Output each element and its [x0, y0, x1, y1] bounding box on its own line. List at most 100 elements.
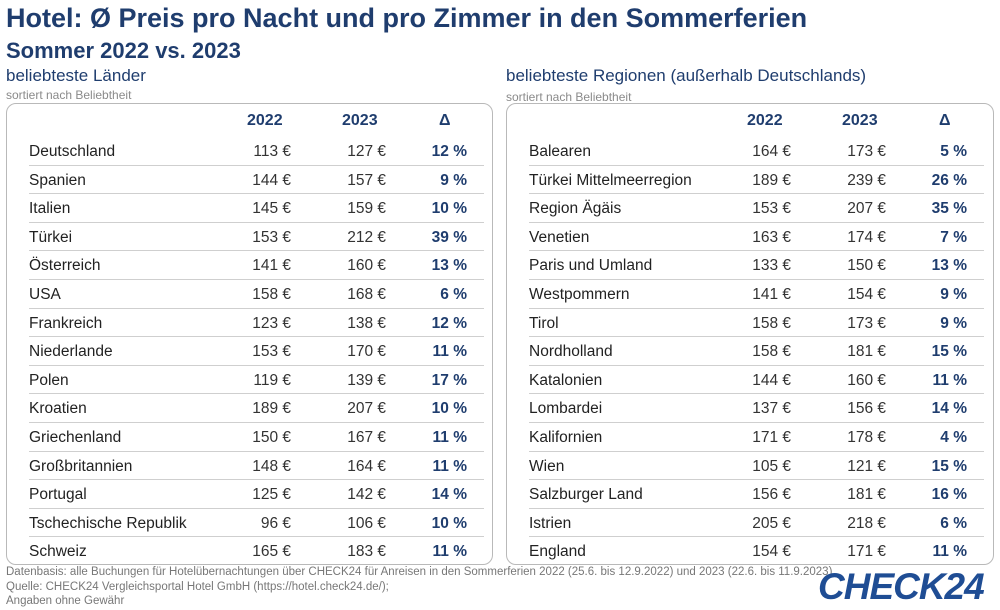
- value-delta: 17 %: [431, 371, 467, 389]
- value-2023: 121 €: [847, 457, 886, 475]
- left-section-subtitle: sortiert nach Beliebtheit: [6, 88, 132, 102]
- table-row: Italien 145 € 159 € 10 %: [29, 194, 484, 223]
- table-row: Deutschland 113 € 127 € 12 %: [29, 137, 484, 166]
- value-2022: 119 €: [253, 371, 291, 389]
- value-2022: 150 €: [252, 429, 291, 446]
- value-delta: 9 %: [940, 314, 967, 332]
- value-delta: 12 %: [431, 143, 467, 160]
- value-2023: 178 €: [847, 429, 886, 446]
- table-row: Portugal 125 € 142 € 14 %: [29, 480, 484, 509]
- value-2022: 158 €: [752, 343, 791, 361]
- row-name: Paris und Umland: [529, 257, 653, 275]
- value-2022: 156 €: [752, 486, 791, 504]
- value-delta: 5 %: [940, 143, 967, 160]
- table-row: Polen 119 € 139 € 17 %: [29, 366, 484, 395]
- row-name: Niederlande: [29, 343, 113, 361]
- value-delta: 7 %: [940, 228, 967, 246]
- value-delta: 9 %: [440, 171, 467, 189]
- row-name: Türkei: [29, 228, 73, 246]
- table-row: Niederlande 153 € 170 € 11 %: [29, 337, 484, 366]
- value-2023: 138 €: [347, 314, 386, 332]
- value-2023: 164 €: [347, 457, 386, 475]
- table-row: USA 158 € 168 € 6 %: [29, 280, 484, 309]
- value-delta: 10 %: [431, 200, 467, 218]
- value-2022: 189 €: [752, 171, 791, 189]
- col-header-2022: 2022: [247, 112, 283, 129]
- footer-data-basis: Datenbasis: alle Buchungen für Hotelüber…: [6, 566, 833, 578]
- row-name: Westpommern: [529, 286, 630, 303]
- table-row: Lombardei 137 € 156 € 14 %: [529, 394, 984, 423]
- value-2022: 141 €: [752, 286, 791, 303]
- value-delta: 4 %: [940, 429, 967, 446]
- value-2023: 181 €: [847, 343, 886, 361]
- row-name: Großbritannien: [29, 457, 133, 475]
- value-2023: 154 €: [847, 286, 886, 303]
- value-2023: 218 €: [847, 514, 886, 532]
- col-header-2023: 2023: [342, 112, 378, 129]
- table-row: Westpommern 141 € 154 € 9 %: [529, 280, 984, 309]
- value-2022: 123 €: [252, 314, 291, 332]
- col-header-delta: Δ: [439, 112, 451, 129]
- row-name: Nordholland: [529, 343, 613, 361]
- value-delta: 35 %: [931, 200, 967, 218]
- value-2023: 167 €: [347, 429, 386, 446]
- value-2023: 106 €: [347, 514, 386, 532]
- value-2022: 105 €: [752, 457, 791, 475]
- table-row: Wien 105 € 121 € 15 %: [529, 452, 984, 481]
- value-delta: 11 %: [432, 543, 467, 561]
- value-2023: 150 €: [847, 257, 886, 275]
- table-row: Kalifornien 171 € 178 € 4 %: [529, 423, 984, 452]
- row-name: Tschechische Republik: [29, 514, 187, 532]
- row-name: Balearen: [529, 143, 592, 160]
- row-name: Venetien: [529, 228, 590, 246]
- value-2023: 127 €: [347, 143, 386, 160]
- value-2023: 142 €: [347, 486, 386, 504]
- value-2022: 163 €: [752, 228, 791, 246]
- value-delta: 9 %: [940, 286, 967, 303]
- value-2022: 154 €: [752, 543, 791, 561]
- value-2022: 164 €: [752, 143, 791, 160]
- table-row: Kroatien 189 € 207 € 10 %: [29, 394, 484, 423]
- row-name: Tirol: [529, 314, 559, 332]
- table-row: Türkei 153 € 212 € 39 %: [29, 223, 484, 252]
- value-delta: 15 %: [931, 457, 967, 475]
- value-2022: 205 €: [752, 514, 791, 532]
- value-2022: 153 €: [252, 343, 291, 361]
- value-delta: 13 %: [931, 257, 967, 275]
- footer-disclaimer: Angaben ohne Gewähr: [6, 595, 125, 607]
- value-2023: 183 €: [347, 543, 386, 561]
- value-2023: 156 €: [847, 400, 886, 418]
- value-2023: 170 €: [347, 343, 386, 361]
- right-section-subtitle: sortiert nach Beliebtheit: [506, 90, 632, 104]
- row-name: Schweiz: [29, 543, 87, 561]
- value-delta: 11 %: [932, 543, 967, 561]
- row-name: Portugal: [29, 486, 87, 504]
- left-section-title: beliebteste Länder: [6, 66, 146, 85]
- value-2022: 137 €: [752, 400, 791, 418]
- row-name: Spanien: [29, 171, 86, 189]
- value-2022: 141 €: [252, 257, 291, 275]
- value-2023: 174 €: [847, 228, 886, 246]
- table-row: Spanien 144 € 157 € 9 %: [29, 166, 484, 195]
- value-delta: 15 %: [931, 343, 967, 361]
- right-section-title: beliebteste Regionen (außerhalb Deutschl…: [506, 66, 867, 85]
- row-name: Istrien: [529, 514, 572, 532]
- table-row: England 154 € 171 € 11 %: [529, 537, 984, 566]
- value-delta: 14 %: [431, 486, 467, 504]
- row-name: Griechenland: [29, 429, 122, 446]
- value-2022: 145 €: [252, 200, 291, 218]
- table-row: Balearen 164 € 173 € 5 %: [529, 137, 984, 166]
- row-name: USA: [29, 286, 61, 303]
- row-name: Region Ägäis: [529, 200, 622, 218]
- value-delta: 26 %: [931, 171, 967, 189]
- table-row: Venetien 163 € 174 € 7 %: [529, 223, 984, 252]
- value-2023: 207 €: [847, 200, 886, 218]
- value-2022: 125 €: [252, 486, 291, 504]
- page-title: Hotel: Ø Preis pro Nacht und pro Zimmer …: [6, 3, 808, 33]
- value-2023: 173 €: [847, 143, 886, 160]
- row-name: Österreich: [29, 257, 101, 275]
- value-delta: 6 %: [440, 286, 467, 303]
- value-delta: 14 %: [931, 400, 967, 418]
- row-name: Deutschland: [29, 143, 116, 160]
- value-2022: 133 €: [752, 257, 791, 275]
